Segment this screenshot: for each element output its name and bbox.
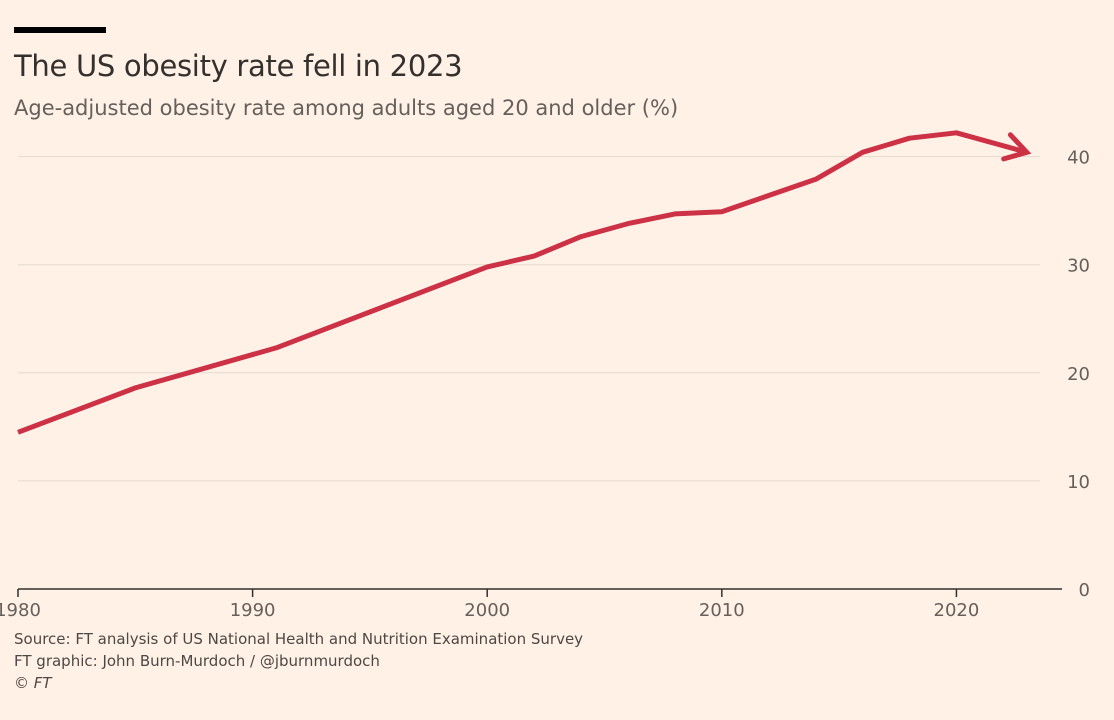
- y-tick-label-30: 30: [1067, 256, 1090, 277]
- chart-title: The US obesity rate fell in 2023: [14, 49, 463, 83]
- y-tick-label-0: 0: [1079, 580, 1090, 601]
- source-note: Source: FT analysis of US National Healt…: [14, 630, 584, 648]
- y-tick-label-40: 40: [1067, 148, 1090, 169]
- ft-brand-bar: [14, 27, 106, 33]
- x-axis: [17, 588, 1062, 597]
- x-tick-label-1980: 1980: [0, 600, 41, 621]
- y-axis: 0 10 20 30 40: [1067, 148, 1090, 601]
- copyright: © FT: [14, 674, 52, 692]
- x-tick-label-1990: 1990: [230, 600, 276, 621]
- y-tick-label-20: 20: [1067, 364, 1090, 385]
- x-tick-label-2000: 2000: [464, 600, 510, 621]
- x-tick-labels: 1980 1990 2000 2010 2020: [0, 600, 979, 621]
- graphic-credit: FT graphic: John Burn-Murdoch / @jburnmu…: [14, 652, 380, 670]
- chart-subtitle: Age-adjusted obesity rate among adults a…: [14, 96, 679, 120]
- chart-footer: Source: FT analysis of US National Healt…: [14, 628, 583, 694]
- series-layer: [17, 130, 1032, 435]
- series-end-arrow-0: [1001, 132, 1032, 162]
- x-tick-label-2010: 2010: [699, 600, 745, 621]
- gridlines: [18, 156, 1040, 482]
- x-tick-label-2020: 2020: [934, 600, 980, 621]
- series-line-0: [17, 130, 1028, 435]
- y-tick-label-10: 10: [1067, 472, 1090, 493]
